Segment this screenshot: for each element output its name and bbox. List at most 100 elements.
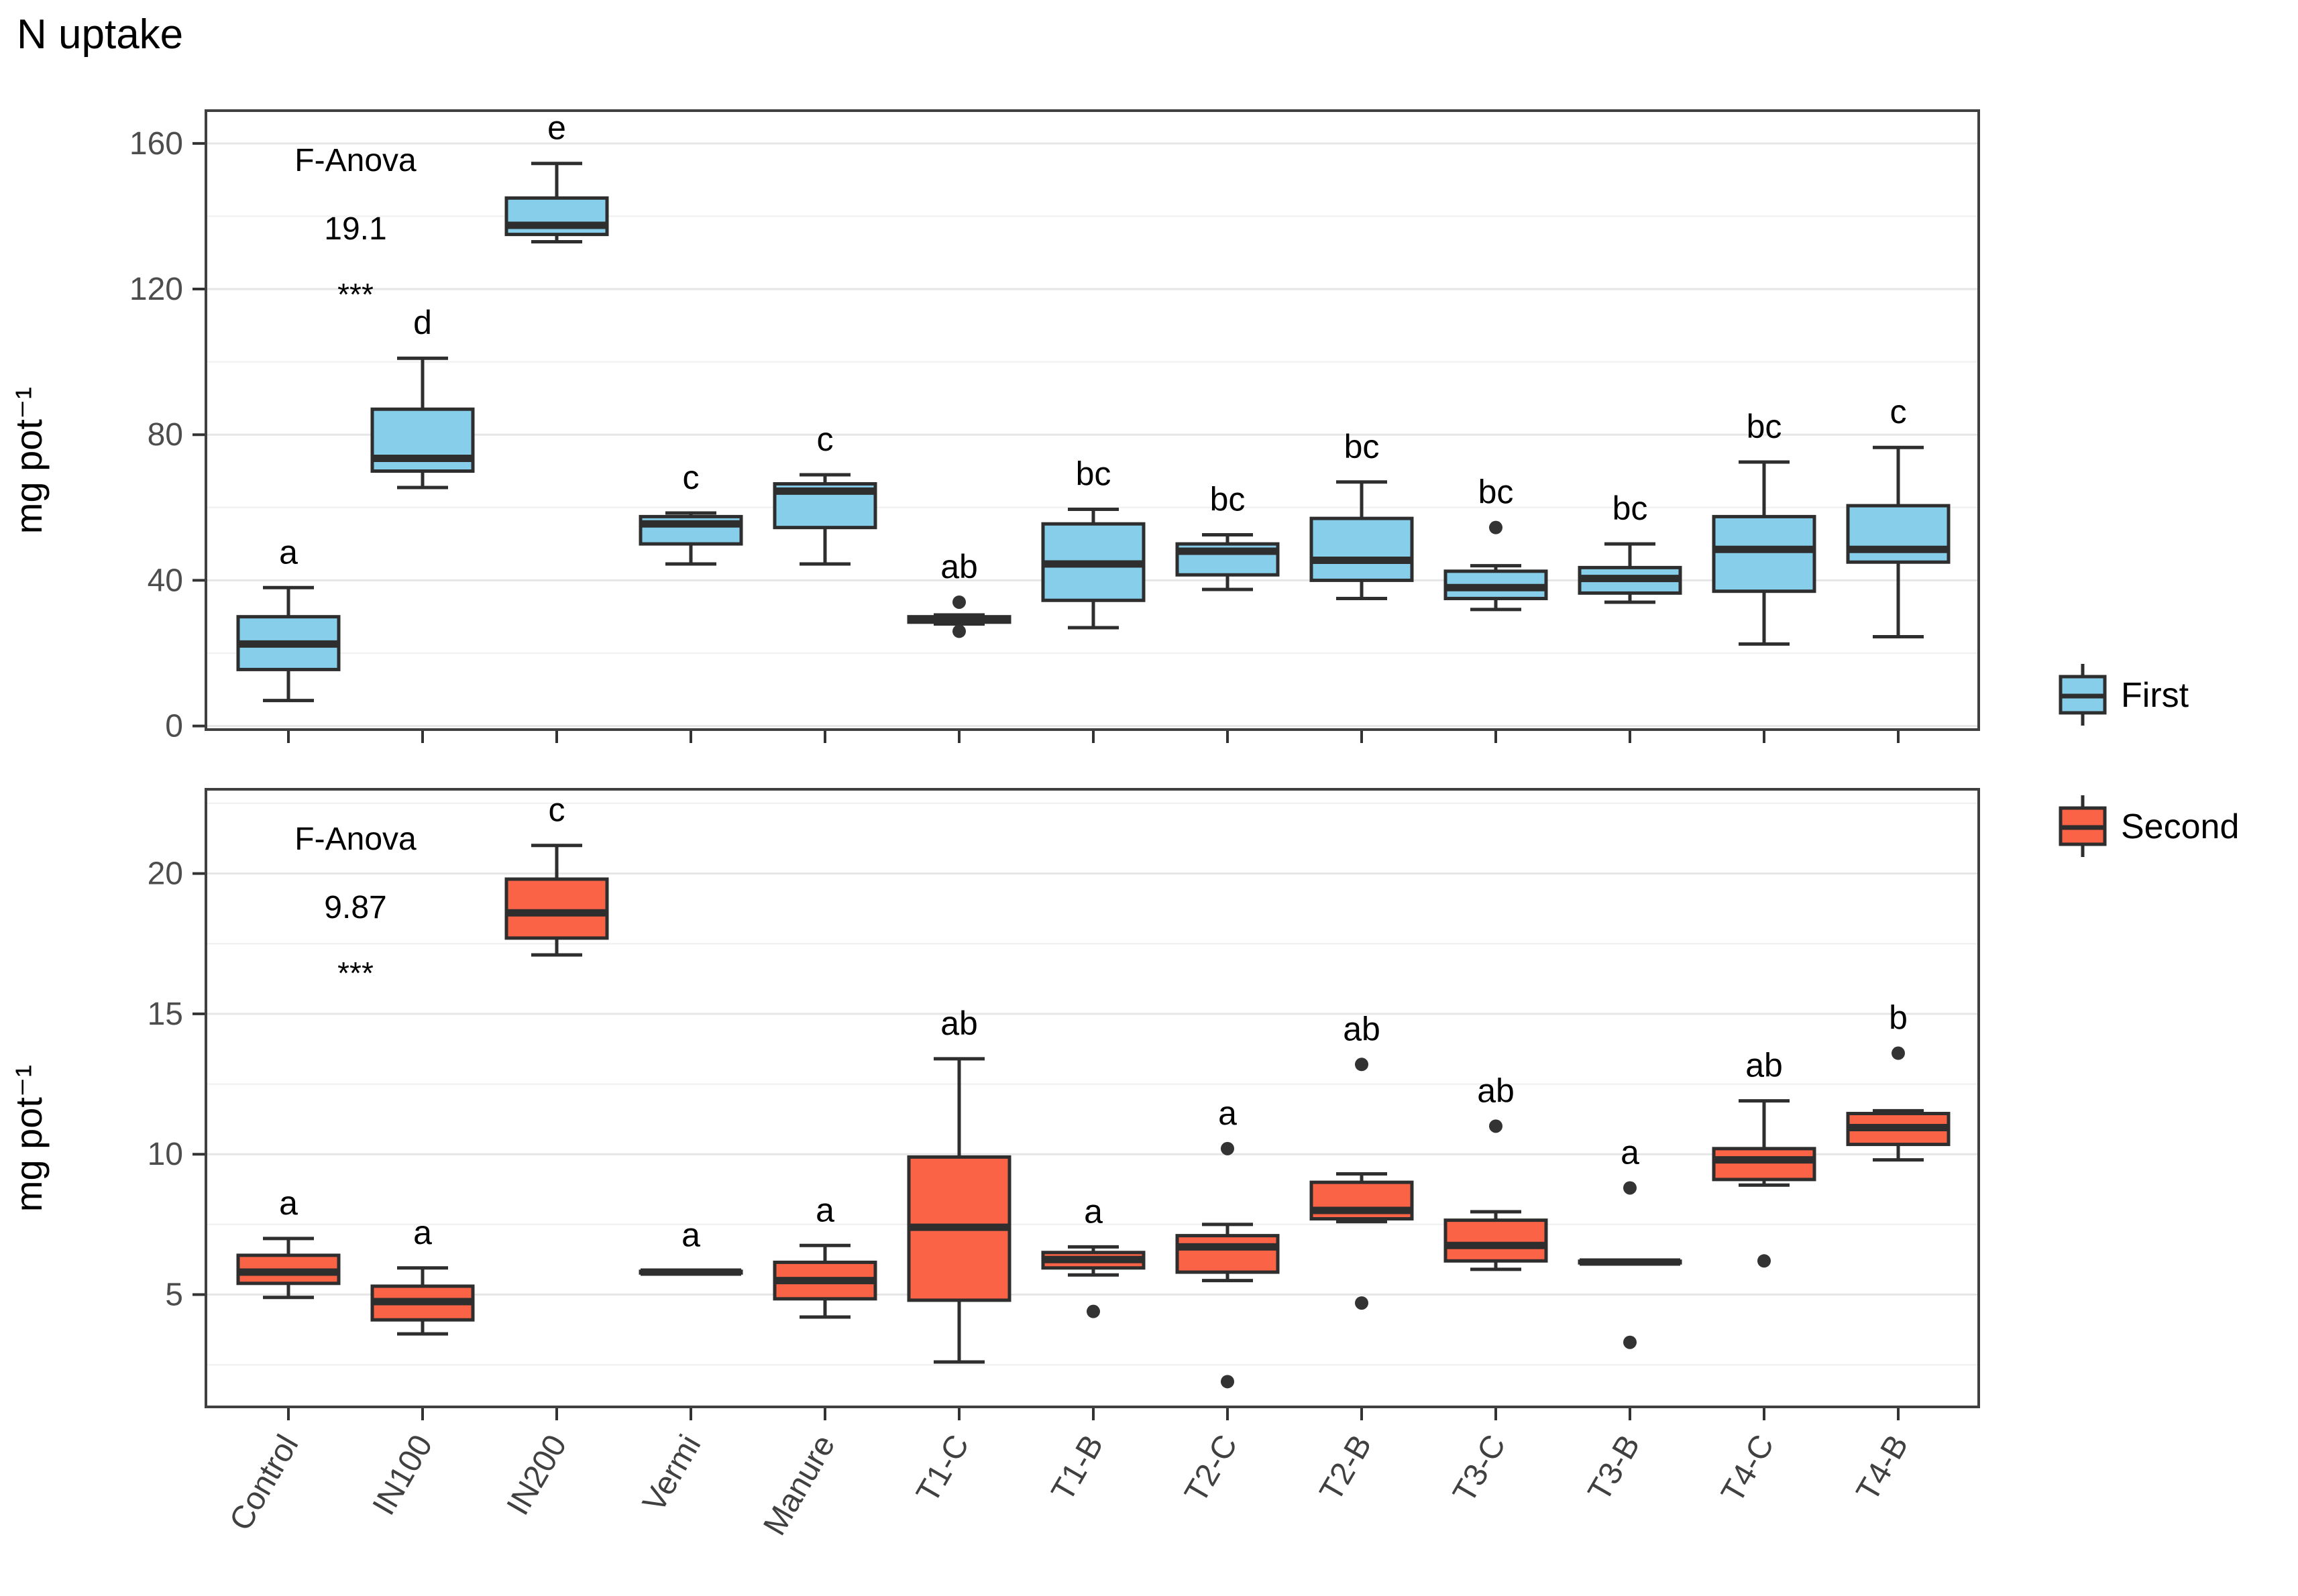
box-iqr <box>504 877 609 940</box>
box-group-T3-C: ab <box>1443 1072 1548 1271</box>
box-group-T1-C: ab <box>907 548 1011 638</box>
legend: First Second <box>2059 664 2239 857</box>
significance-letter: ab <box>1477 1072 1515 1109</box>
box-iqr <box>1443 1218 1548 1263</box>
x-category-label: Vermi <box>636 1429 708 1518</box>
box-group-IN200: e <box>504 109 609 243</box>
chart-title: N uptake <box>17 11 183 58</box>
outlier-point <box>1757 1254 1771 1268</box>
significance-letter: a <box>681 1216 700 1254</box>
x-axis-labels: Control IN100 IN200 Vermi Manure T1-C T1-B T2-C… <box>223 1429 1915 1541</box>
significance-letter: ab <box>1343 1010 1380 1047</box>
box-group-T2-B: ab <box>1309 1010 1414 1310</box>
y-tick-label: 10 <box>148 1137 183 1172</box>
significance-letter: a <box>279 533 298 571</box>
significance-letter: d <box>413 304 432 341</box>
y-tick-label: 0 <box>165 709 183 744</box>
outlier-point <box>1892 1046 1905 1060</box>
box-group-Control: a <box>236 533 341 703</box>
outlier-point <box>1623 1181 1637 1195</box>
box-group-T4-B: b <box>1846 999 1951 1162</box>
significance-letter: bc <box>1210 481 1246 518</box>
box-group-T4-B: c <box>1846 393 1951 639</box>
outlier-point <box>1623 1335 1637 1349</box>
outlier-point <box>1221 1375 1234 1389</box>
significance-letter: a <box>816 1191 834 1229</box>
box-iqr <box>1846 504 1951 564</box>
x-category-label: Control <box>223 1429 305 1537</box>
significance-letter: bc <box>1478 473 1514 511</box>
x-category-label: T2-B <box>1313 1429 1379 1507</box>
outlier-point <box>1355 1058 1368 1072</box>
box-group-IN200: c <box>504 791 609 957</box>
box-group-T3-B: a <box>1578 1133 1682 1349</box>
box-iqr <box>1309 516 1414 582</box>
significance-letter: b <box>1889 999 1908 1037</box>
x-category-label: IN200 <box>500 1429 574 1521</box>
x-category-label: T3-C <box>1446 1429 1513 1509</box>
y-tick-label: 15 <box>148 996 183 1032</box>
significance-letter: a <box>279 1184 298 1222</box>
significance-letter: c <box>683 459 700 496</box>
box-group-T2-C: bc <box>1175 481 1280 591</box>
box-iqr <box>1175 1234 1280 1274</box>
panel-first: 0 40 80 120 160 mg pot⁻¹ F-Anova 19.1 *** a d e c c ab… <box>7 109 1980 744</box>
significance-letter: ab <box>940 1005 978 1042</box>
anova-significance: *** <box>337 277 374 312</box>
x-category-label: T2-C <box>1178 1429 1244 1509</box>
x-category-label: T1-C <box>910 1429 976 1509</box>
significance-letter: bc <box>1747 408 1782 445</box>
box-group-T1-B: a <box>1041 1192 1146 1318</box>
x-category-label: T1-B <box>1045 1429 1111 1507</box>
significance-letter: bc <box>1344 428 1380 465</box>
significance-letter: e <box>547 109 566 147</box>
x-category-label: T4-C <box>1714 1429 1781 1509</box>
y-tick-label: 80 <box>148 417 183 453</box>
anova-value: 19.1 <box>324 211 386 247</box>
outlier-point <box>1087 1304 1100 1318</box>
anova-value: 9.87 <box>324 890 386 925</box>
box-group-IN100: d <box>370 304 475 490</box>
anova-label: F-Anova <box>294 143 417 178</box>
outlier-point <box>1489 1119 1502 1133</box>
x-category-label: Manure <box>757 1429 842 1541</box>
panel-border <box>205 109 1980 731</box>
anova-significance: *** <box>337 956 374 990</box>
y-axis-title: mg pot⁻¹ <box>7 387 50 534</box>
y-tick-label: 120 <box>129 272 183 307</box>
legend-entry-second: Second <box>2059 795 2239 857</box>
box-group-T3-B: bc <box>1578 490 1682 604</box>
y-tick-label: 20 <box>148 856 183 892</box>
box-group-T4-C: ab <box>1712 1047 1816 1268</box>
y-axis-title: mg pot⁻¹ <box>7 1065 50 1212</box>
box-group-T2-C: a <box>1175 1094 1280 1389</box>
box-group-Manure: a <box>773 1191 877 1319</box>
panel-border <box>205 788 1980 1408</box>
box-iqr <box>1712 514 1816 593</box>
box-iqr <box>1712 1147 1816 1182</box>
significance-letter: ab <box>1745 1047 1783 1084</box>
outlier-point <box>1221 1141 1234 1155</box>
significance-letter: a <box>1621 1133 1639 1171</box>
box-group-Control: a <box>236 1184 341 1300</box>
legend-label: First <box>2121 676 2189 715</box>
outlier-point <box>1355 1296 1368 1310</box>
significance-letter: bc <box>1076 455 1111 493</box>
box-group-Vermi: c <box>639 459 743 566</box>
significance-letter: c <box>549 791 565 829</box>
significance-letter: c <box>817 420 834 458</box>
x-category-label: IN100 <box>366 1429 440 1521</box>
box-group-Manure: c <box>773 420 877 566</box>
box-group-T3-C: bc <box>1443 473 1548 612</box>
significance-letter: c <box>1890 393 1907 431</box>
x-category-label: T3-B <box>1582 1429 1647 1507</box>
box-group-IN100: a <box>370 1214 475 1336</box>
outlier-point <box>1489 520 1502 534</box>
box-group-T2-B: bc <box>1309 428 1414 601</box>
box-group-T1-B: bc <box>1041 455 1146 630</box>
significance-letter: a <box>1084 1192 1103 1230</box>
x-category-label: T4-B <box>1850 1429 1916 1507</box>
